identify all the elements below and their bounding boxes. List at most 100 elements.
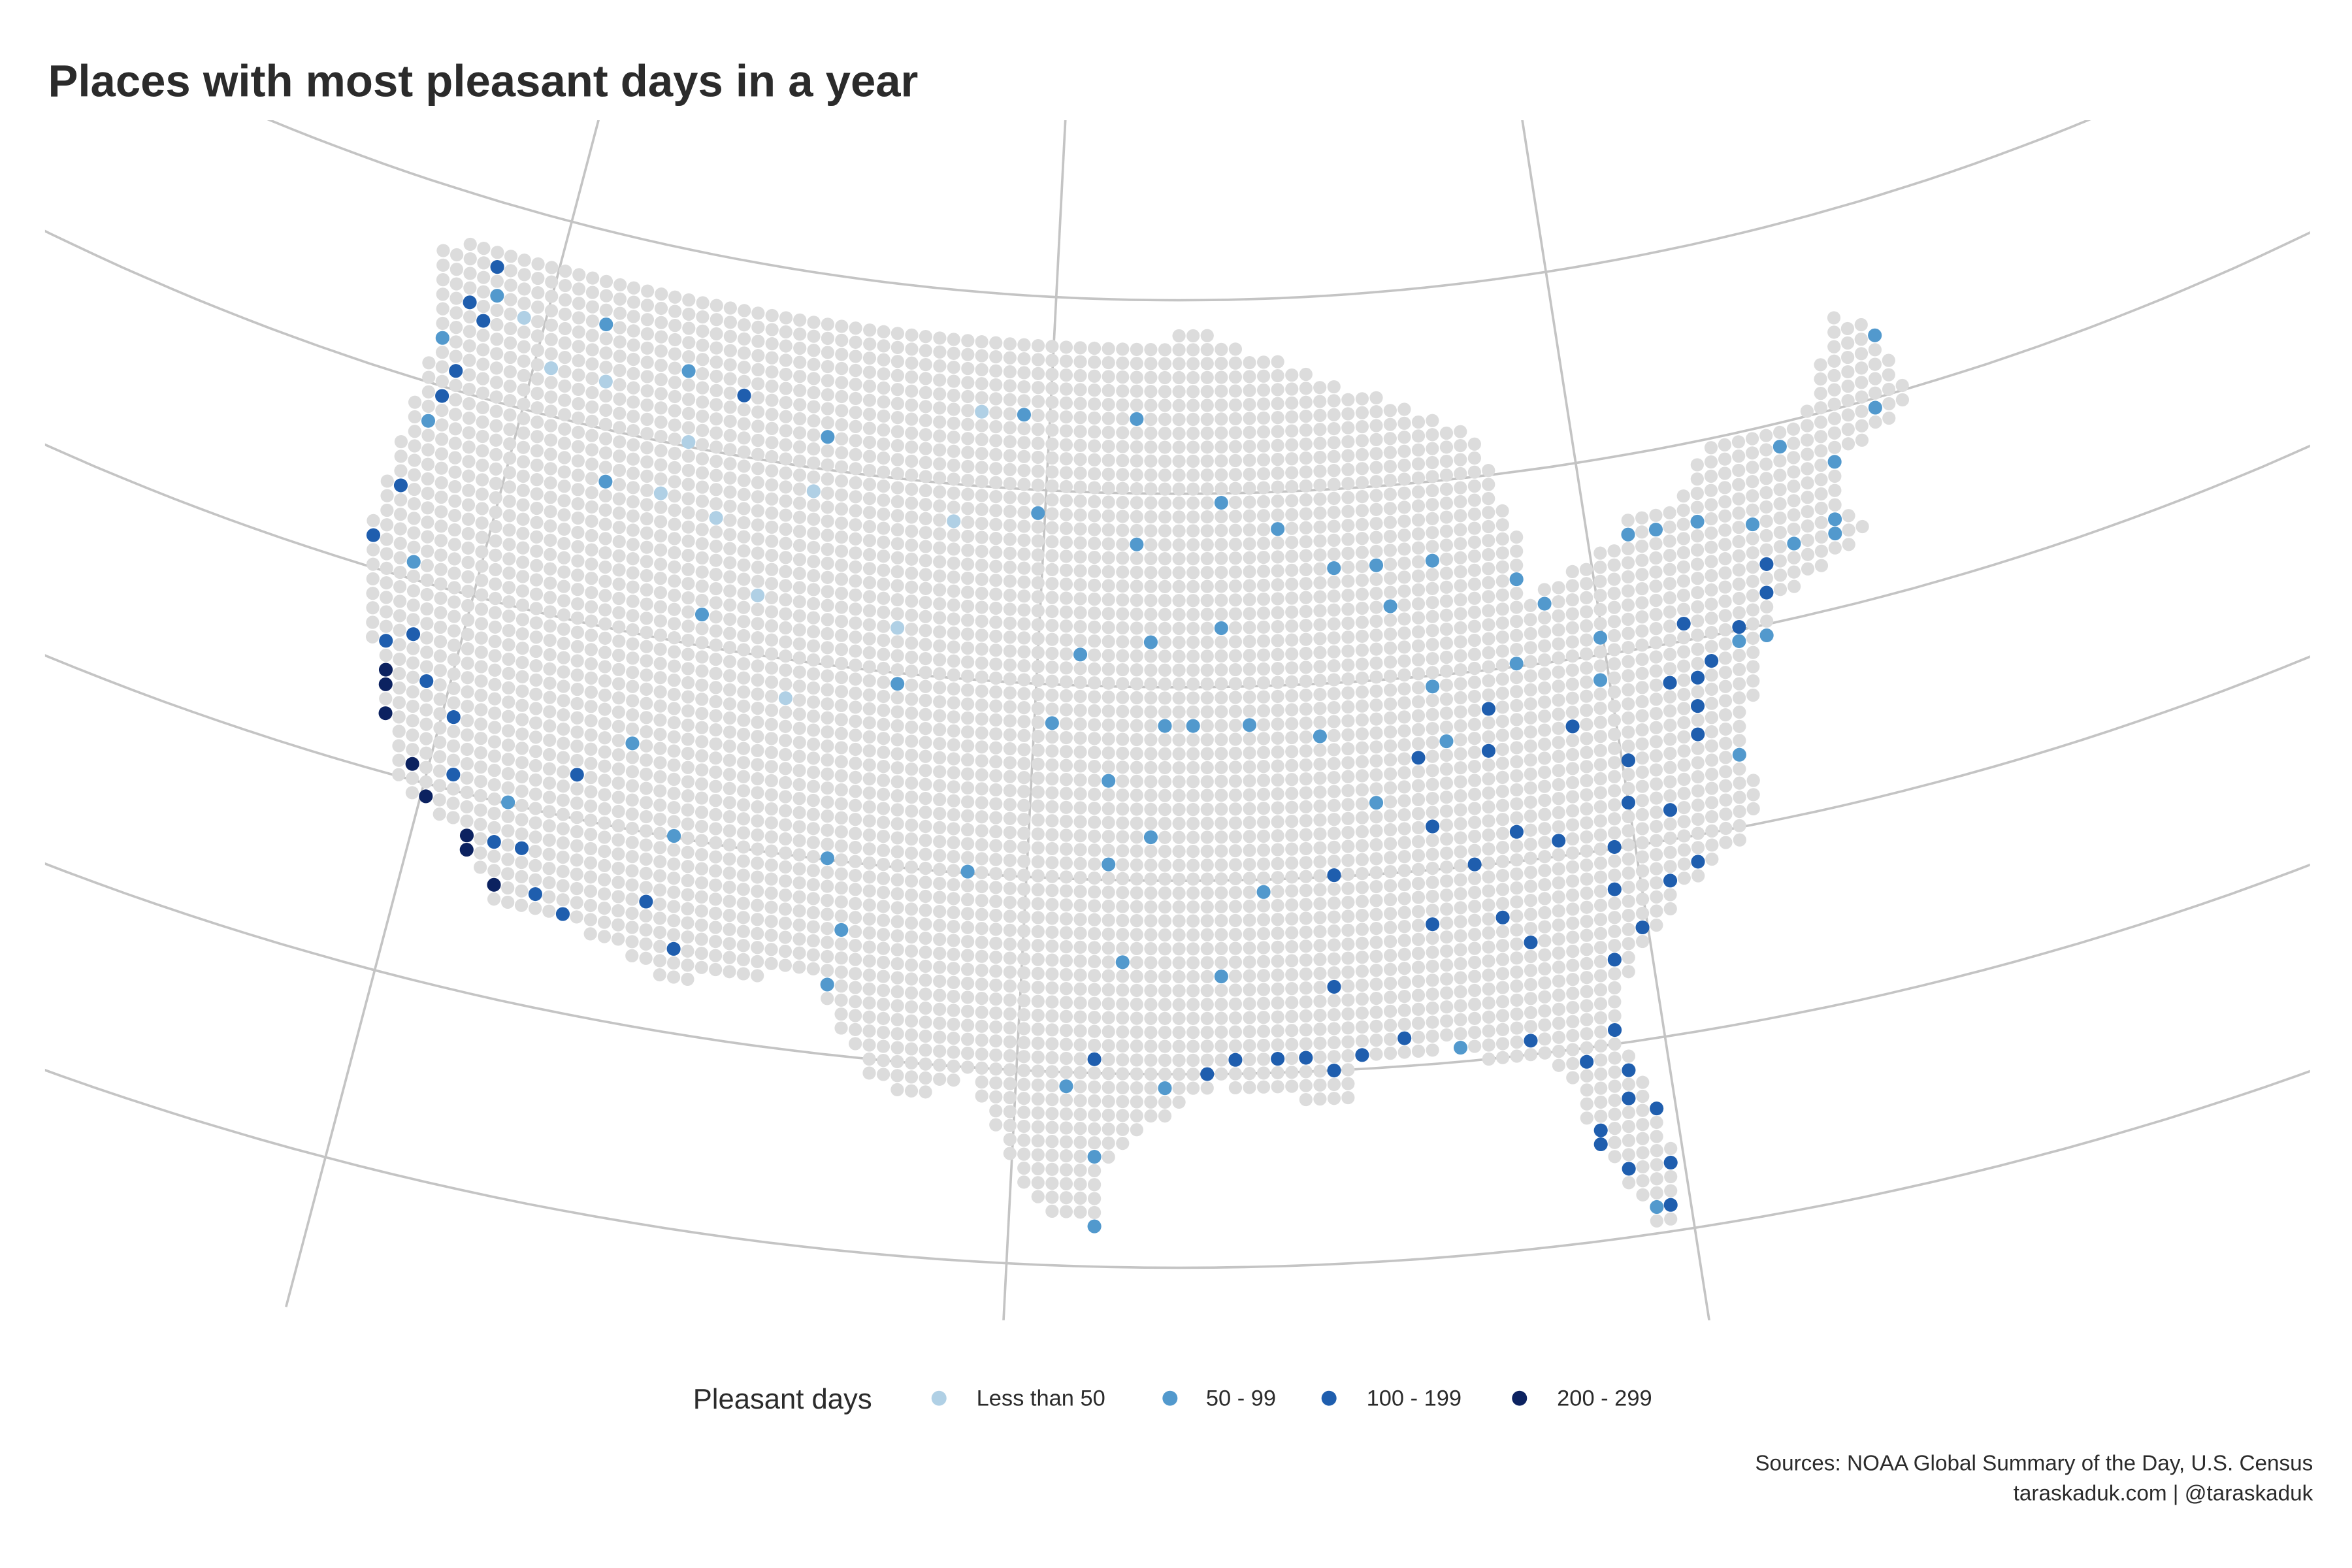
grid-dot <box>862 842 876 856</box>
grid-dot <box>751 448 765 461</box>
grid-dot <box>503 394 517 408</box>
grid-dot <box>529 702 543 715</box>
grid-dot <box>1102 662 1115 676</box>
grid-dot <box>584 799 598 813</box>
grid-dot <box>1228 635 1243 649</box>
grid-dot <box>475 487 489 501</box>
grid-dot <box>1566 930 1580 944</box>
grid-dot <box>1468 830 1482 843</box>
grid-dot <box>1228 1039 1243 1053</box>
grid-dot <box>792 960 806 974</box>
grid-dot <box>1243 690 1256 704</box>
grid-dot <box>1538 611 1552 625</box>
grid-dot <box>890 775 904 789</box>
grid-dot <box>529 573 544 587</box>
grid-dot <box>1087 1024 1102 1038</box>
grid-dot <box>1059 730 1073 745</box>
grid-dot <box>1705 725 1718 739</box>
grid-dot <box>1552 595 1565 609</box>
grid-dot <box>462 440 476 454</box>
grid-dot <box>1733 705 1746 719</box>
grid-dot <box>515 684 529 698</box>
grid-dot <box>1200 1081 1214 1095</box>
grid-dot <box>1116 635 1130 649</box>
grid-dot <box>989 1020 1003 1034</box>
grid-dot <box>960 1019 975 1032</box>
grid-dot <box>1003 756 1017 770</box>
grid-dot <box>947 1032 960 1045</box>
grid-dot <box>1102 1122 1115 1136</box>
station-point <box>1200 1067 1215 1081</box>
grid-dot <box>807 428 821 442</box>
grid-dot <box>737 459 751 473</box>
grid-dot <box>1059 619 1073 633</box>
grid-dot <box>1411 1030 1426 1044</box>
grid-dot <box>1271 620 1284 634</box>
grid-dot <box>1341 1035 1355 1049</box>
grid-dot <box>1327 603 1341 617</box>
grid-dot <box>1397 472 1411 486</box>
grid-dot <box>821 529 834 542</box>
grid-dot <box>570 796 584 810</box>
grid-dot <box>1059 717 1073 730</box>
grid-dot <box>1003 1021 1017 1035</box>
grid-dot <box>1383 907 1397 921</box>
grid-dot <box>1439 791 1454 804</box>
grid-dot <box>681 944 694 958</box>
grid-dot <box>1341 742 1355 756</box>
grid-dot <box>1003 1090 1017 1105</box>
grid-dot <box>1073 676 1087 689</box>
grid-dot <box>1411 974 1426 988</box>
grid-dot <box>1341 700 1355 714</box>
station-point <box>1565 719 1580 734</box>
grid-dot <box>446 739 461 753</box>
grid-dot <box>435 418 449 432</box>
grid-dot <box>975 489 988 502</box>
grid-dot <box>461 570 475 584</box>
grid-dot <box>1045 1079 1059 1092</box>
grid-dot <box>1383 879 1397 892</box>
grid-dot <box>989 629 1003 643</box>
grid-dot <box>1045 870 1059 883</box>
grid-dot <box>1565 621 1579 635</box>
grid-dot <box>947 710 960 724</box>
grid-dot <box>1087 1205 1102 1220</box>
grid-dot <box>1045 828 1059 841</box>
station-point <box>1663 1155 1678 1170</box>
grid-dot <box>1580 591 1593 604</box>
grid-dot <box>737 374 751 388</box>
grid-dot <box>529 802 542 815</box>
grid-dot <box>1608 1009 1622 1023</box>
grid-dot <box>1773 540 1787 553</box>
grid-dot <box>420 602 434 616</box>
grid-dot <box>1256 662 1271 676</box>
grid-dot <box>1243 857 1256 872</box>
grid-dot <box>1649 735 1663 749</box>
grid-dot <box>1594 1025 1608 1039</box>
grid-dot <box>1677 631 1691 645</box>
grid-dot <box>1271 453 1284 466</box>
grid-dot <box>639 937 653 951</box>
grid-dot <box>1228 649 1243 662</box>
grid-dot <box>1677 857 1691 871</box>
grid-dot <box>380 561 393 575</box>
grid-dot <box>1313 827 1327 841</box>
grid-dot <box>474 774 487 789</box>
grid-dot <box>434 447 449 461</box>
grid-dot <box>1172 427 1186 440</box>
grid-dot <box>933 723 947 736</box>
grid-dot <box>1313 1064 1327 1078</box>
station-point <box>476 314 491 328</box>
grid-dot <box>1482 814 1495 828</box>
grid-dot <box>668 574 681 588</box>
grid-dot <box>406 714 419 728</box>
grid-dot <box>1017 533 1031 547</box>
grid-dot <box>1355 727 1369 741</box>
grid-dot <box>1228 732 1243 746</box>
grid-dot <box>1087 439 1102 453</box>
grid-dot <box>1383 934 1397 949</box>
grid-dot <box>821 318 834 331</box>
grid-dot <box>529 687 543 701</box>
grid-dot <box>449 291 463 305</box>
grid-dot <box>515 670 529 683</box>
